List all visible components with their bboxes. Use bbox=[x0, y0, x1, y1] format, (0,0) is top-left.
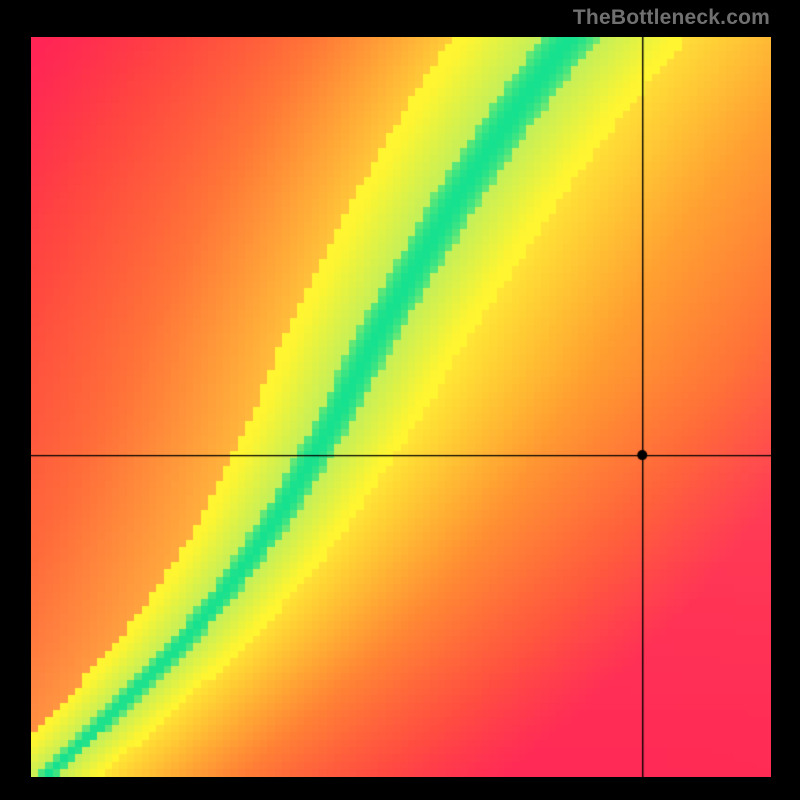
watermark-text: TheBottleneck.com bbox=[573, 6, 770, 30]
heatmap-canvas bbox=[31, 37, 771, 777]
